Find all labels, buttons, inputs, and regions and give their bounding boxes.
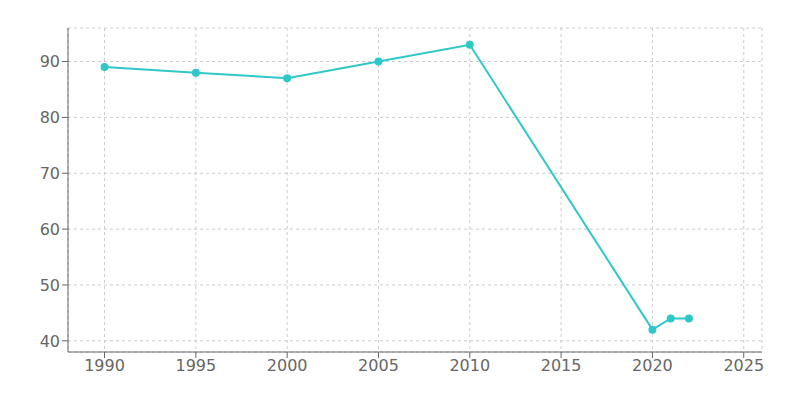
svg-text:90: 90 xyxy=(40,52,60,71)
svg-text:2005: 2005 xyxy=(358,356,399,375)
svg-text:70: 70 xyxy=(40,164,60,183)
svg-text:1995: 1995 xyxy=(175,356,216,375)
svg-text:2025: 2025 xyxy=(723,356,764,375)
svg-text:2020: 2020 xyxy=(632,356,673,375)
svg-text:2010: 2010 xyxy=(449,356,490,375)
svg-text:40: 40 xyxy=(40,332,60,351)
svg-text:2000: 2000 xyxy=(267,356,308,375)
svg-text:80: 80 xyxy=(40,108,60,127)
svg-text:1990: 1990 xyxy=(84,356,125,375)
svg-text:50: 50 xyxy=(40,276,60,295)
svg-text:2015: 2015 xyxy=(541,356,582,375)
svg-text:60: 60 xyxy=(40,220,60,239)
